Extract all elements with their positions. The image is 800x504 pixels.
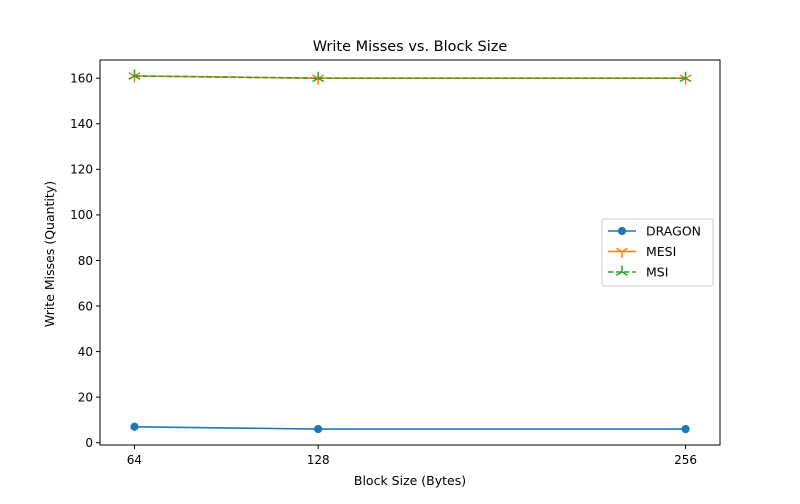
legend: DRAGON MESI MSI [601, 218, 714, 287]
y-tick-label: 40 [78, 345, 93, 359]
legend-label-mesi: MESI [646, 244, 676, 259]
y-axis-label: Write Misses (Quantity) [42, 181, 57, 327]
data-point-mesi [679, 74, 692, 85]
y-tick-label: 120 [70, 163, 93, 177]
y-tick-label: 0 [85, 436, 93, 450]
data-point-msi [679, 71, 692, 83]
legend-marker-mesi [615, 247, 629, 258]
legend-marker-msi [615, 265, 629, 276]
y-tick-label: 140 [70, 117, 93, 131]
series-line-msi [134, 75, 686, 80]
y-tick-label: 80 [78, 254, 93, 268]
legend-marker-dragon [617, 226, 627, 236]
axes: 64 128 256 0 20 40 60 80 100 120 140 160 [70, 59, 721, 467]
y-tick-label: 160 [70, 72, 93, 86]
y-tick-label: 100 [70, 208, 93, 222]
x-axis-label: Block Size (Bytes) [354, 473, 466, 488]
plot-area [128, 69, 692, 434]
legend-label-dragon: DRAGON [646, 224, 701, 239]
y-tick-label: 60 [78, 299, 93, 313]
chart-title: Write Misses vs. Block Size [313, 39, 508, 55]
data-point-msi [312, 71, 325, 83]
data-point-msi [128, 69, 141, 80]
plot-frame [99, 59, 721, 446]
x-tick-label: 64 [127, 453, 142, 467]
data-point-dragon [681, 424, 690, 434]
y-tick-label: 20 [78, 390, 93, 404]
data-point-dragon [130, 422, 139, 431]
data-point-dragon [314, 424, 323, 434]
legend-label-msi: MSI [646, 265, 668, 280]
x-tick-label: 128 [307, 453, 330, 467]
x-tick-label: 256 [674, 453, 697, 467]
legend-box [601, 218, 714, 287]
